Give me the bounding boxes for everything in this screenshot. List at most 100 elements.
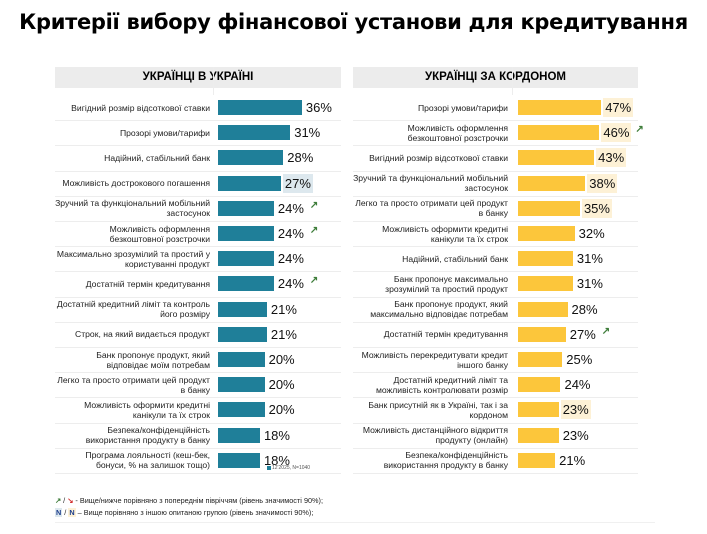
bar-row: Вигідний розмір відсоткової ставки 36% <box>55 95 341 122</box>
bar <box>518 427 559 443</box>
category-label: Можливість дострокового погашення <box>62 178 210 189</box>
sample-note-text: 12'2025, N=1040 <box>272 465 311 471</box>
bar-row: Безпека/конфіденційність використання пр… <box>353 448 638 474</box>
value-label: 36% <box>305 100 332 115</box>
category-label: Максимально зрозумілий та простий у кори… <box>56 248 210 269</box>
value-label: 23% <box>562 427 589 443</box>
bar <box>518 226 575 241</box>
category-label: Легко та просто отримати цей продукт в б… <box>57 374 210 395</box>
category-label: Безпека/конфіденційність використання пр… <box>85 425 210 446</box>
arrow-up-icon: ↗ <box>601 325 611 337</box>
panel-header: УКРАЇНЦІ ЗА КОРДОНОМ <box>353 67 638 88</box>
category-label: Можливість дистанційного відкриття проду… <box>362 425 508 446</box>
category-label: Банк пропонує максимально зрозумілий та … <box>385 273 508 294</box>
value-label: 31% <box>576 276 603 292</box>
bar-row: Легко та просто отримати цей продукт в б… <box>353 196 638 222</box>
category-label: Надійний, стабільний банк <box>402 253 508 264</box>
category-label: Програма лояльності (кеш-бек, бонуси, % … <box>85 450 210 471</box>
bar-row: Програма лояльності (кеш-бек, бонуси, % … <box>55 448 341 474</box>
bar-row: Можливість оформити кредитні канікули та… <box>353 221 638 248</box>
bar <box>218 100 302 115</box>
arrow-up-icon: ↗ <box>309 199 319 211</box>
bar <box>218 402 265 418</box>
legend-line-group: N / N – Вище порівняно з іншою опитаною … <box>55 507 323 519</box>
value-label: 21% <box>270 301 297 317</box>
value-label: 25% <box>566 352 593 367</box>
bar-row: Прозорі умови/тарифи 47% <box>353 95 638 122</box>
bar-row: Прозорі умови/тарифи 31% <box>55 120 341 147</box>
value-label: 20% <box>268 377 295 393</box>
category-label: Можливість перекредитувати кредит іншого… <box>361 349 508 370</box>
legend-swatch <box>267 465 271 470</box>
sample-note: 12'2025, N=1040 <box>267 465 310 471</box>
value-label: 24% <box>564 377 591 393</box>
value-label: 21% <box>559 452 586 468</box>
category-label: Достатній кредитний ліміт та контроль йо… <box>56 299 210 320</box>
value-label: 46% <box>601 123 632 143</box>
value-label: 38% <box>587 173 618 193</box>
value-label: 24% <box>277 200 304 216</box>
bar <box>218 452 260 468</box>
bar <box>218 226 274 241</box>
bar <box>218 125 291 141</box>
category-label: Достатній термін кредитування <box>383 329 508 340</box>
panel-header: УКРАЇНЦІ В УКРАЇНІ <box>55 67 341 88</box>
category-label: Вигідний розмір відсоткової ставки <box>369 152 508 163</box>
panel-ukrainians-abroad: УКРАЇНЦІ ЗА КОРДОНОМ Прозорі умови/тариф… <box>353 67 644 474</box>
bar-row: Можливість оформлення безкоштовної розст… <box>353 120 644 147</box>
category-label: Можливість оформлення безкоштовної розст… <box>109 223 210 244</box>
divider <box>55 522 655 523</box>
category-label: Банк присутній як в Україні, так і за ко… <box>368 399 508 420</box>
bar <box>218 427 260 443</box>
page-title: Критерії вибору фінансової установи для … <box>19 10 688 34</box>
category-label: Зручний та функціональний мобільний заст… <box>353 173 508 194</box>
value-label: 28% <box>571 301 598 317</box>
value-label: 43% <box>596 148 627 168</box>
category-label: Вигідний розмір відсоткової ставки <box>71 102 210 113</box>
bar <box>518 100 602 115</box>
arrow-down-icon: ↘ <box>67 496 74 505</box>
bar-row: Можливість перекредитувати кредит іншого… <box>353 347 638 374</box>
bar-row: Можливість оформлення безкоштовної розст… <box>55 221 341 248</box>
value-label: 47% <box>603 98 634 117</box>
value-label: 20% <box>268 402 295 418</box>
bar-row: Достатній кредитний ліміт та можливість … <box>353 372 638 399</box>
bar <box>518 200 580 216</box>
panel-ukrainians-in-ukraine: УКРАЇНЦІ В УКРАЇНІ Вигідний розмір відсо… <box>55 67 341 474</box>
bar-row: Банк пропонує продукт, який максимально … <box>353 297 638 323</box>
bar <box>218 276 274 292</box>
bar-row: Надійний, стабільний банк 28% <box>55 145 341 172</box>
bar <box>218 352 265 367</box>
bar-row: Надійний, стабільний банк 31% <box>353 246 638 273</box>
category-label: Можливість оформити кредитні канікули та… <box>382 223 508 244</box>
n-blue-marker: N <box>55 508 63 517</box>
bar-row: Вигідний розмір відсоткової ставки 43% <box>353 145 638 172</box>
bar <box>218 200 274 216</box>
bar-row: Достатній кредитний ліміт та контроль йо… <box>55 297 341 323</box>
bar <box>218 251 274 267</box>
category-label: Безпека/конфіденційність використання пр… <box>383 450 508 471</box>
bar <box>518 251 573 267</box>
column-divider <box>512 67 513 95</box>
category-label: Легко та просто отримати цей продукт в б… <box>355 198 508 219</box>
bar <box>218 301 267 317</box>
arrow-up-icon: ↗ <box>635 124 644 136</box>
bar-row: Зручний та функціональний мобільний заст… <box>55 196 341 222</box>
category-label: Строк, на який видається продукт <box>75 329 210 340</box>
value-label: 28% <box>287 150 314 166</box>
bar-row: Достатній термін кредитування 24% ↗ <box>55 271 341 298</box>
category-label: Зручний та функціональний мобільний заст… <box>55 198 210 219</box>
bar <box>518 377 561 393</box>
legend-group-text: – Вище порівняно з іншою опитаною групою… <box>75 508 314 517</box>
value-label: 23% <box>560 400 591 420</box>
bar <box>218 150 284 166</box>
bar <box>518 326 566 342</box>
value-label: 24% <box>277 226 304 241</box>
bar-row: Банк присутній як в Україні, так і за ко… <box>353 397 638 424</box>
category-label: Можливість оформити кредитні канікули та… <box>84 399 210 420</box>
bar-row: Безпека/конфіденційність використання пр… <box>55 423 341 449</box>
legend-sep: / <box>62 508 69 517</box>
value-label: 24% <box>277 251 304 267</box>
category-label: Достатній кредитний ліміт та можливість … <box>375 374 508 395</box>
arrow-up-icon: ↗ <box>309 225 319 236</box>
